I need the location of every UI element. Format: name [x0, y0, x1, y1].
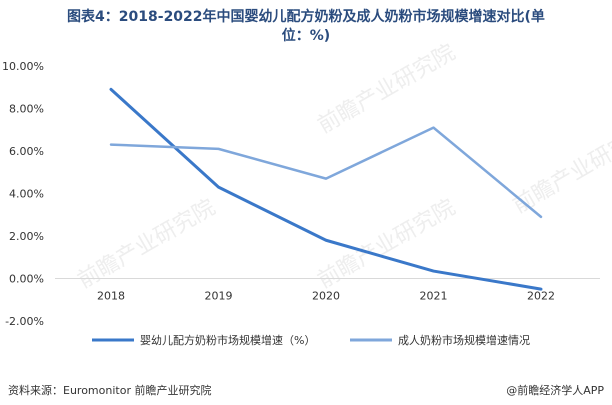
y-tick-label: 2.00%	[9, 230, 44, 243]
title-line-2: 位：%)	[281, 28, 331, 44]
brand-credit: @前瞻经济学人APP	[506, 384, 604, 397]
series-line-2	[109, 126, 543, 219]
watermark-text: 前瞻产业研究院	[314, 40, 460, 139]
x-tick-label: 2021	[420, 290, 448, 303]
legend-label: 成人奶粉市场规模增速情况	[398, 333, 530, 347]
y-tick-label: 6.00%	[9, 145, 44, 158]
legend-label: 婴幼儿配方奶粉市场规模增速（%）	[140, 333, 315, 347]
chart-title: 图表4：2018-2022年中国婴幼儿配方奶粉及成人奶粉市场规模增速对比(单 位…	[0, 8, 612, 46]
legend: 婴幼儿配方奶粉市场规模增速（%） 成人奶粉市场规模增速情况	[92, 333, 530, 347]
series-lines	[109, 87, 543, 291]
y-tick-label: 8.00%	[9, 103, 44, 116]
x-axis: 2018 2019 2020 2021 2022	[55, 278, 600, 303]
y-axis: 10.00% 8.00% 6.00% 4.00% 2.00% 0.00% -2.00%	[2, 60, 44, 328]
x-tick-label: 2020	[312, 290, 340, 303]
y-tick-label: 10.00%	[2, 60, 44, 73]
y-tick-label: 4.00%	[9, 188, 44, 201]
title-line-1: 图表4：2018-2022年中国婴幼儿配方奶粉及成人奶粉市场规模增速对比(单	[67, 9, 545, 25]
y-tick-label: -2.00%	[5, 315, 44, 328]
x-tick-label: 2022	[527, 290, 555, 303]
source-note: 资料来源：Euromonitor 前瞻产业研究院	[8, 384, 212, 397]
x-tick-label: 2019	[205, 290, 233, 303]
x-tick-label: 2018	[97, 290, 125, 303]
y-tick-label: 0.00%	[9, 273, 44, 286]
